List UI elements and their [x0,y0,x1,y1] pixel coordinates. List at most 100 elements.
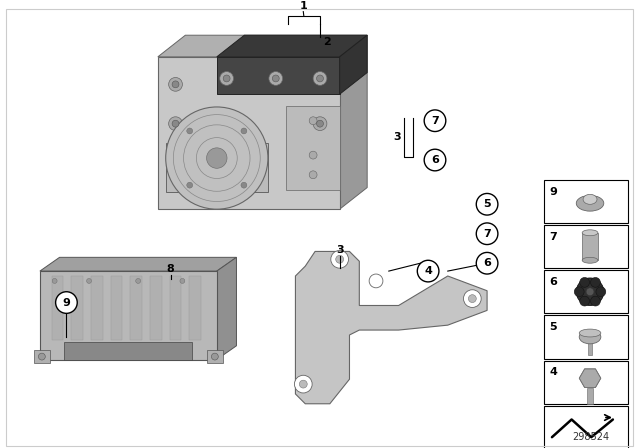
Text: 6: 6 [549,277,557,287]
Text: 9: 9 [549,186,557,197]
Circle shape [317,120,323,127]
Ellipse shape [576,195,604,211]
Circle shape [576,278,604,306]
Text: 6: 6 [431,155,439,165]
Circle shape [309,171,317,179]
Polygon shape [158,35,367,57]
Bar [544,315,628,358]
Circle shape [468,295,476,302]
Bar [71,276,83,340]
Bar [587,388,593,404]
Text: 7: 7 [483,229,491,239]
Polygon shape [579,369,601,388]
Text: 298524: 298524 [573,432,610,442]
Circle shape [596,287,605,297]
Text: 7: 7 [549,232,557,242]
Circle shape [331,250,349,268]
Text: 2: 2 [323,37,331,47]
Text: 1: 1 [300,0,307,11]
Circle shape [476,223,498,245]
Bar [285,106,340,190]
Circle shape [369,274,383,288]
Text: 7: 7 [431,116,439,126]
Circle shape [38,353,45,360]
Circle shape [241,128,247,134]
Ellipse shape [582,230,598,236]
Circle shape [220,72,234,85]
Circle shape [463,290,481,307]
Circle shape [169,78,182,91]
Polygon shape [340,35,367,209]
Ellipse shape [583,194,597,204]
Polygon shape [217,257,236,360]
Circle shape [223,75,230,82]
Text: 3: 3 [393,133,401,142]
Circle shape [476,194,498,215]
Ellipse shape [579,330,601,344]
Circle shape [180,279,185,284]
Ellipse shape [583,194,597,204]
Circle shape [591,277,600,287]
Bar [150,276,162,340]
Circle shape [476,252,498,274]
Circle shape [241,182,247,188]
Polygon shape [340,35,367,94]
Ellipse shape [582,257,598,263]
Bar [217,57,340,94]
Bar [52,276,63,340]
Circle shape [187,182,193,188]
Circle shape [417,260,439,282]
Circle shape [300,380,307,388]
Bar [544,225,628,268]
Circle shape [273,75,279,82]
Bar [65,342,192,360]
Bar [582,233,598,260]
Bar [588,341,593,355]
Circle shape [313,117,327,130]
Bar [544,361,628,404]
Circle shape [86,279,92,284]
Ellipse shape [579,329,601,337]
Polygon shape [217,35,367,57]
Bar [158,57,340,209]
Bar [131,276,142,340]
Bar [40,271,217,360]
Circle shape [136,279,141,284]
Bar [170,276,181,340]
Circle shape [317,75,323,82]
Circle shape [56,292,77,313]
Bar [544,180,628,223]
Circle shape [166,107,268,209]
Text: 5: 5 [549,322,557,332]
Text: 3: 3 [336,246,344,255]
Circle shape [424,110,446,132]
Text: 9: 9 [63,297,70,307]
Text: 6: 6 [483,258,491,268]
Bar [207,350,223,363]
Text: 4: 4 [424,266,432,276]
Circle shape [424,149,446,171]
Text: 8: 8 [167,264,175,274]
Bar [189,276,201,340]
Bar [34,350,50,363]
Circle shape [580,277,589,287]
Circle shape [207,148,227,168]
Circle shape [169,117,182,130]
Circle shape [187,128,193,134]
Circle shape [313,72,327,85]
Bar [166,143,268,193]
Circle shape [580,296,589,306]
Bar [544,406,628,448]
Bar [544,270,628,313]
Polygon shape [296,251,487,404]
Circle shape [586,288,594,296]
Bar [111,276,122,340]
Circle shape [269,72,283,85]
Circle shape [309,117,317,125]
Circle shape [211,353,218,360]
Circle shape [591,296,600,306]
Circle shape [574,287,584,297]
Text: 5: 5 [483,199,491,209]
Circle shape [52,279,57,284]
Circle shape [172,81,179,88]
